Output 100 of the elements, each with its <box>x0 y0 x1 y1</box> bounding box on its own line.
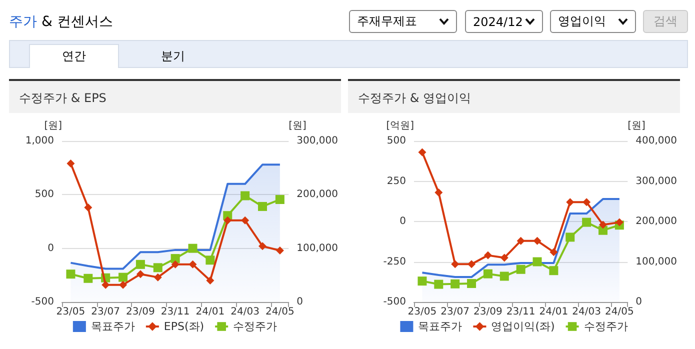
point <box>598 226 608 235</box>
y-tick-label: -250 <box>383 256 406 268</box>
text: 분기 <box>160 48 186 64</box>
text: 연간 <box>29 44 119 68</box>
point <box>188 244 198 253</box>
x-tick-label: 23/05 <box>408 306 437 318</box>
point <box>418 148 426 156</box>
x-tick-label: 23/11 <box>506 306 536 318</box>
x-tick-label: 23/07 <box>440 306 470 318</box>
point <box>418 276 427 286</box>
y-tick-label: 0 <box>400 216 406 227</box>
point <box>136 270 144 278</box>
text: 2024/12 <box>473 14 523 28</box>
y2-tick-label: 100,000 <box>296 242 338 254</box>
y2-tick-label: 200,000 <box>296 189 338 200</box>
point <box>102 280 110 289</box>
y-tick-label: -500 <box>31 296 54 308</box>
point <box>516 264 526 274</box>
y2-tick-label: 100,000 <box>636 256 678 268</box>
x-tick-label: 23/11 <box>160 306 190 318</box>
y-tick-label: 500 <box>386 136 406 146</box>
point <box>206 256 215 265</box>
point <box>451 260 460 268</box>
point <box>275 194 284 204</box>
chart-title: 수정주가 & EPS <box>9 79 341 113</box>
point <box>450 279 460 288</box>
point <box>566 232 575 242</box>
point <box>582 198 591 206</box>
text: 주가 & 컨센서스 <box>9 13 113 31</box>
point <box>484 251 492 260</box>
legend-label: 목표주가 <box>90 320 135 333</box>
y-axis-title: [억원] <box>386 120 414 132</box>
chart-title: 수정주가 & 영업이익 <box>348 79 680 113</box>
x-tick-label: 24/05 <box>605 306 634 318</box>
text: 영업이익 <box>558 13 606 30</box>
y2-tick-label: 0 <box>296 296 304 308</box>
point <box>549 266 558 276</box>
point <box>154 273 162 282</box>
x-tick-label: 24/03 <box>230 306 260 318</box>
point <box>550 248 558 256</box>
legend-label: 영업이익(좌) <box>491 320 555 333</box>
y-axis-title: [원] <box>44 120 62 132</box>
y2-tick-label: 200,000 <box>636 216 678 227</box>
x-tick-label: 23/07 <box>91 306 120 318</box>
point <box>136 260 145 269</box>
y-tick-label: 500 <box>34 189 54 200</box>
point <box>206 276 214 285</box>
x-tick-label: 24/05 <box>266 306 294 318</box>
point <box>434 280 444 289</box>
point <box>516 236 525 245</box>
x-tick-label: 24/01 <box>539 306 568 318</box>
point <box>241 216 250 224</box>
point <box>258 202 267 211</box>
point <box>276 246 284 254</box>
x-tick-label: 23/09 <box>474 306 502 318</box>
point <box>171 260 180 268</box>
point <box>500 254 508 262</box>
point <box>598 220 607 229</box>
x-tick-label: 24/03 <box>572 306 601 318</box>
x-tick-label: 23/05 <box>56 306 86 318</box>
legend-label: 수정주가 <box>233 320 278 333</box>
point <box>533 236 542 245</box>
y-tick-label: 1,000 <box>25 136 54 146</box>
y2-tick-label: 300,000 <box>636 176 678 187</box>
point <box>240 191 250 200</box>
point <box>566 198 574 206</box>
point <box>468 260 476 268</box>
x-tick-label: 23/09 <box>126 306 155 318</box>
x-tick-label: 24/01 <box>196 306 225 318</box>
point <box>188 260 197 268</box>
point <box>66 160 75 168</box>
y2-axis-title: [원] <box>628 120 646 132</box>
point <box>84 274 93 283</box>
point <box>483 269 492 278</box>
legend-label: EPS(좌) <box>164 320 204 333</box>
point <box>434 188 443 197</box>
y2-tick-label: 300,000 <box>296 136 338 146</box>
point <box>66 270 76 279</box>
point <box>224 216 232 224</box>
point <box>119 280 128 289</box>
legend-label: 목표주가 <box>418 320 462 333</box>
point <box>582 218 592 227</box>
legend-label: 수정주가 <box>584 320 628 333</box>
y-tick-label: 0 <box>48 242 54 254</box>
point <box>500 272 509 281</box>
y-tick-label: 250 <box>386 176 406 187</box>
point <box>258 242 266 250</box>
text: 주재무제표 <box>357 13 417 30</box>
point <box>532 257 542 266</box>
y-tick-label: -500 <box>383 296 406 308</box>
point <box>118 272 128 282</box>
y2-axis-title: [원] <box>288 120 307 132</box>
text: 검색 <box>643 10 688 33</box>
point <box>467 278 476 288</box>
point <box>170 254 180 264</box>
y2-tick-label: 400,000 <box>636 136 678 146</box>
point <box>153 263 162 272</box>
y2-tick-label: 0 <box>636 296 642 308</box>
point <box>615 218 624 226</box>
point <box>84 204 92 212</box>
